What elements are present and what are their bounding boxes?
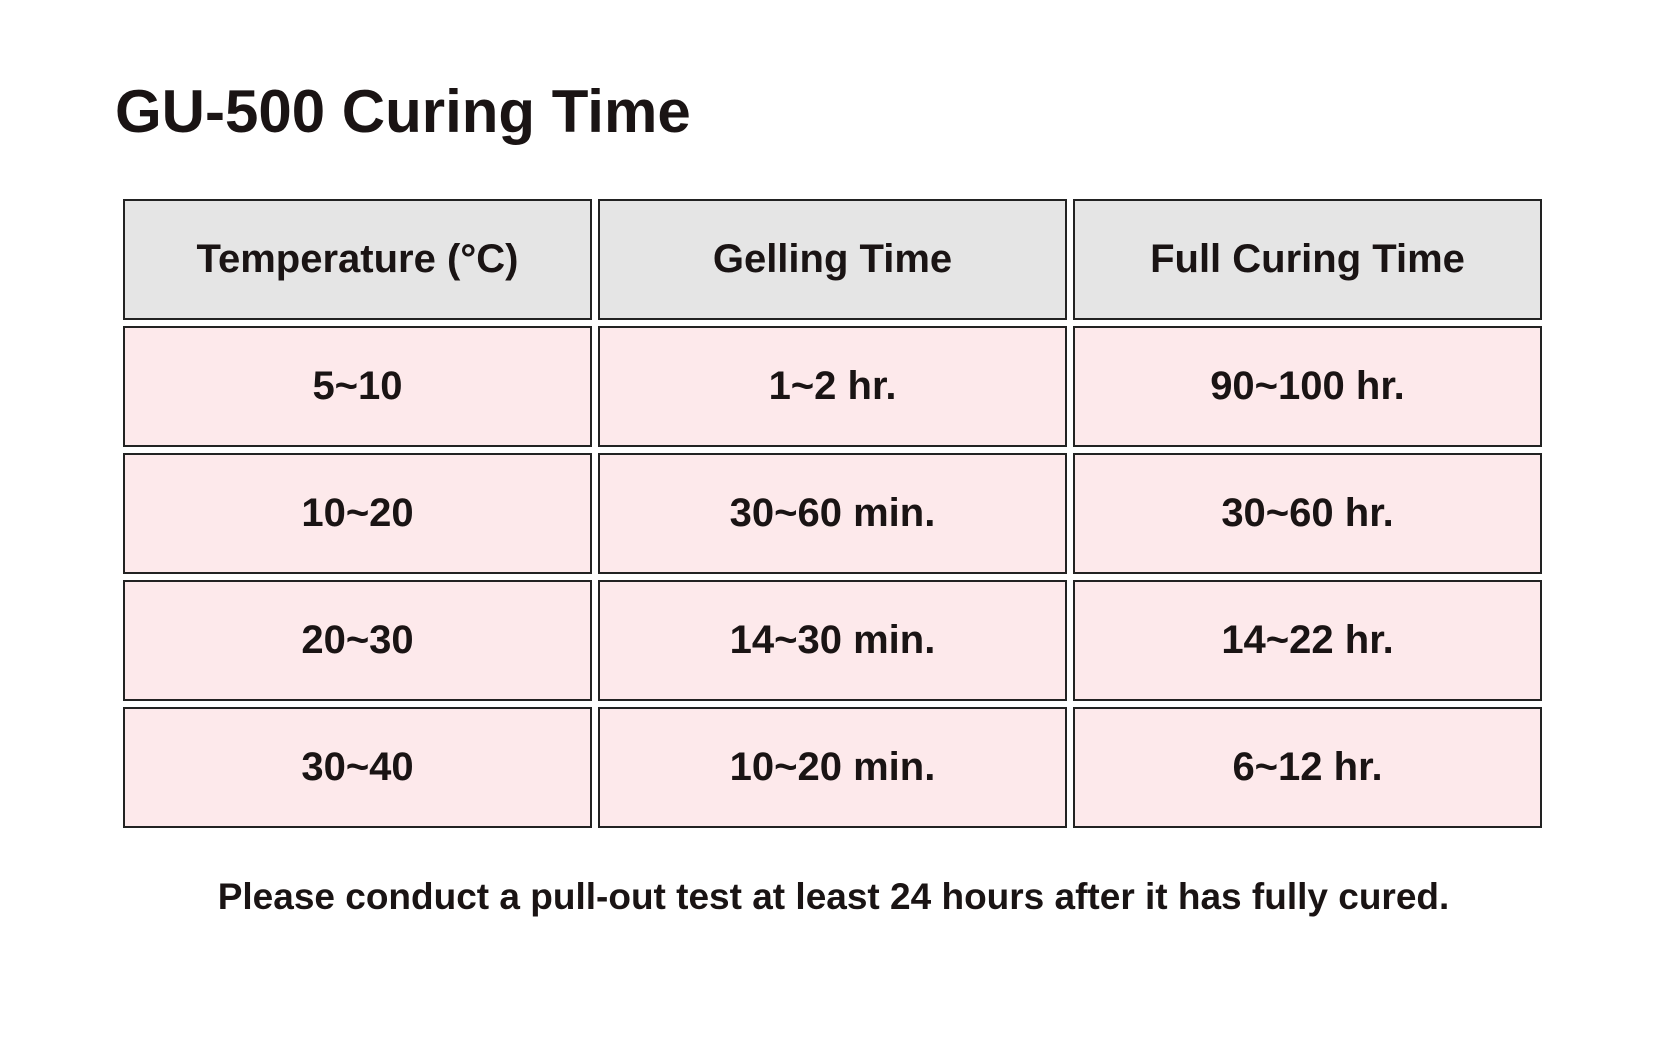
- table-row: 30~40 10~20 min. 6~12 hr.: [123, 707, 1542, 828]
- table-body: 5~10 1~2 hr. 90~100 hr. 10~20 30~60 min. 30~6…: [123, 326, 1542, 828]
- footer-note: Please conduct a pull-out test at least …: [217, 876, 1450, 917]
- header-row: Temperature (°C) Gelling Time Full Curin…: [123, 199, 1542, 320]
- table-cell: 5~10: [123, 326, 592, 447]
- table-cell: 30~60 min.: [598, 453, 1067, 574]
- table-cell: 1~2 hr.: [598, 326, 1067, 447]
- table-cell: 10~20: [123, 453, 592, 574]
- title: GU-500 Curing Time: [115, 78, 691, 145]
- table-row: 20~30 14~30 min. 14~22 hr.: [123, 580, 1542, 701]
- table-cell: 20~30: [123, 580, 592, 701]
- column-header: Gelling Time: [598, 199, 1067, 320]
- table-cell: 14~30 min.: [598, 580, 1067, 701]
- table-cell: 6~12 hr.: [1073, 707, 1542, 828]
- table-row: 5~10 1~2 hr. 90~100 hr.: [123, 326, 1542, 447]
- curing-table: Temperature (°C) Gelling Time Full Curin…: [117, 193, 1548, 834]
- column-header: Temperature (°C): [123, 199, 592, 320]
- table-cell: 90~100 hr.: [1073, 326, 1542, 447]
- column-header: Full Curing Time: [1073, 199, 1542, 320]
- table-cell: 30~40: [123, 707, 592, 828]
- table-cell: 14~22 hr.: [1073, 580, 1542, 701]
- table-cell: 30~60 hr.: [1073, 453, 1542, 574]
- table-cell: 10~20 min.: [598, 707, 1067, 828]
- table-head: Temperature (°C) Gelling Time Full Curin…: [123, 199, 1542, 320]
- table-row: 10~20 30~60 min. 30~60 hr.: [123, 453, 1542, 574]
